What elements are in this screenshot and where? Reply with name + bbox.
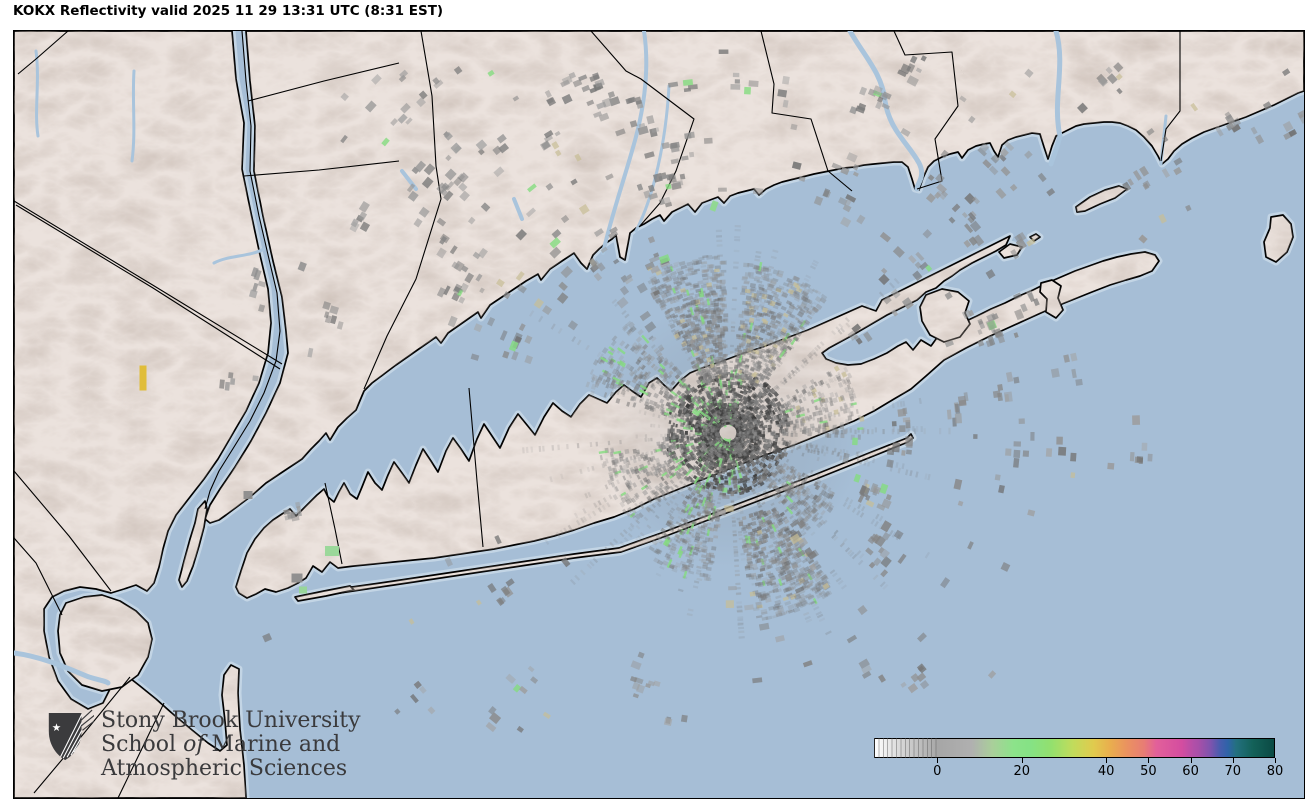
- shield-star-icon: ★: [52, 722, 61, 734]
- colorbar-tick-label: 20: [1013, 764, 1030, 779]
- colorbar-tick-label: 0: [933, 764, 942, 779]
- colorbar-tick: [1232, 758, 1234, 763]
- logo-line-3: Atmospheric Sciences: [101, 756, 348, 781]
- logo-line-1: Stony Brook University: [101, 708, 361, 733]
- logo-line-2: School of Marine and: [101, 732, 341, 757]
- stony-brook-shield-icon: ★: [48, 709, 94, 761]
- radar-map-canvas: [14, 31, 1304, 798]
- colorbar-tick: [1148, 758, 1150, 763]
- colorbar-tick-label: 80: [1266, 764, 1284, 779]
- colorbar-tick: [1106, 758, 1108, 763]
- colorbar-gradient: [874, 738, 1275, 758]
- colorbar-tick: [1190, 758, 1192, 763]
- colorbar-tick-label: 70: [1224, 764, 1242, 779]
- rivers-layer: [14, 31, 1168, 686]
- radar-echo-layer: [139, 49, 1304, 733]
- colorbar-tick-label: 40: [1097, 764, 1115, 779]
- radar-map: 0 20 40 50 60 70 80 ★ Stony Brook University S…: [13, 30, 1305, 799]
- colorbar-tick-label: 60: [1182, 764, 1199, 779]
- colorbar-tick-label: 50: [1140, 764, 1157, 779]
- county-borders-layer: [14, 31, 1181, 798]
- reflectivity-colorbar: 0 20 40 50 60 70 80: [874, 738, 1283, 779]
- page-title: KOKX Reflectivity valid 2025 11 29 13:31…: [13, 3, 444, 19]
- stony-brook-logo: ★ Stony Brook University School of Marin…: [44, 709, 361, 781]
- colorbar-discrete-stripes: [874, 738, 938, 758]
- colorbar-tick: [1021, 758, 1023, 763]
- colorbar-tick: [1275, 758, 1276, 763]
- colorbar-tick: [937, 758, 939, 763]
- logo-text: Stony Brook University School of Marine …: [101, 709, 361, 781]
